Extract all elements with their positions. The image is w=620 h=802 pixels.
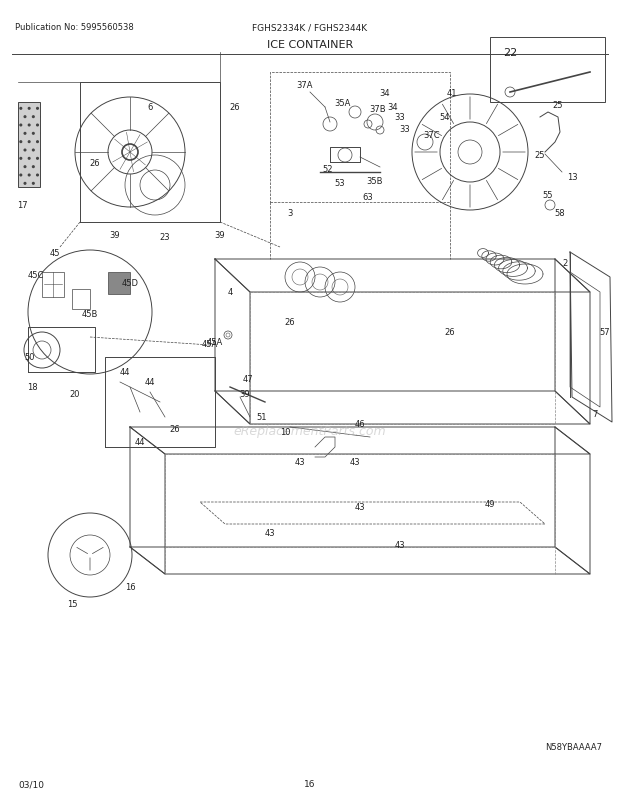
Text: 3: 3	[287, 209, 293, 217]
Text: 44: 44	[144, 378, 155, 387]
Text: 49: 49	[485, 500, 495, 508]
Text: 16: 16	[304, 780, 316, 788]
Text: 18: 18	[27, 383, 37, 392]
Text: 39: 39	[240, 390, 250, 399]
Bar	[108, 273, 130, 294]
Text: 15: 15	[67, 600, 78, 609]
Text: 25: 25	[553, 100, 563, 109]
Text: 26: 26	[445, 328, 455, 337]
Text: 39: 39	[110, 231, 120, 241]
Text: 34: 34	[379, 88, 391, 97]
Text: 46: 46	[355, 420, 365, 429]
Text: 6: 6	[148, 103, 153, 112]
Text: 26: 26	[285, 318, 295, 327]
Bar	[42, 273, 64, 298]
Text: 50: 50	[25, 353, 35, 362]
Bar	[490, 38, 605, 103]
Text: 43: 43	[350, 458, 360, 467]
Text: 47: 47	[242, 375, 254, 384]
Text: 23: 23	[160, 233, 171, 241]
Text: 35A: 35A	[334, 99, 350, 107]
Text: 26: 26	[90, 158, 100, 168]
Text: 33: 33	[394, 113, 405, 123]
Text: 25: 25	[534, 150, 545, 160]
Text: 43: 43	[294, 458, 305, 467]
Text: 53: 53	[335, 178, 345, 187]
Text: 16: 16	[125, 583, 135, 592]
Text: 03/10: 03/10	[18, 780, 44, 788]
Text: 44: 44	[120, 368, 130, 377]
Text: 58: 58	[555, 209, 565, 217]
Text: 45D: 45D	[122, 278, 138, 287]
Bar	[18, 103, 40, 188]
Text: 17: 17	[17, 201, 27, 210]
Text: 52: 52	[323, 165, 333, 174]
Text: ICE CONTAINER: ICE CONTAINER	[267, 40, 353, 50]
Text: 10: 10	[280, 428, 290, 437]
Text: 43: 43	[355, 503, 365, 512]
Text: 37B: 37B	[370, 105, 386, 115]
Text: eReplacementParts.com: eReplacementParts.com	[234, 424, 386, 437]
Bar	[270, 73, 450, 203]
Text: 55: 55	[542, 190, 553, 199]
Text: 4: 4	[228, 288, 232, 297]
Text: 13: 13	[567, 173, 577, 182]
Text: 44: 44	[135, 438, 145, 447]
Text: N58YBAAAA7: N58YBAAAA7	[545, 743, 602, 751]
Text: 51: 51	[257, 413, 267, 422]
Text: Publication No: 5995560538: Publication No: 5995560538	[15, 23, 134, 32]
Text: 54: 54	[440, 113, 450, 123]
Text: 43: 43	[395, 540, 405, 549]
Text: 26: 26	[229, 103, 241, 112]
Text: 39: 39	[215, 230, 225, 239]
Text: 22: 22	[503, 48, 517, 58]
Text: 45A: 45A	[207, 338, 223, 347]
Text: FGHS2334K / FGHS2344K: FGHS2334K / FGHS2344K	[252, 23, 368, 32]
Text: 26: 26	[170, 425, 180, 434]
Text: 37A: 37A	[297, 80, 313, 89]
Text: 34: 34	[388, 103, 398, 112]
Text: 45B: 45B	[82, 310, 98, 319]
Text: 35B: 35B	[367, 176, 383, 185]
Text: 20: 20	[70, 390, 80, 399]
Text: 45A: 45A	[202, 340, 218, 349]
Text: 45: 45	[50, 248, 60, 257]
Text: 33: 33	[400, 125, 410, 134]
Bar	[72, 290, 90, 310]
Text: 63: 63	[363, 193, 373, 202]
Text: 45C: 45C	[28, 270, 44, 279]
Text: 2: 2	[562, 258, 568, 267]
Text: 43: 43	[265, 528, 275, 537]
Text: 57: 57	[600, 328, 610, 337]
Text: 41: 41	[447, 88, 457, 97]
Text: 7: 7	[592, 410, 598, 419]
Text: 37C: 37C	[423, 131, 440, 140]
